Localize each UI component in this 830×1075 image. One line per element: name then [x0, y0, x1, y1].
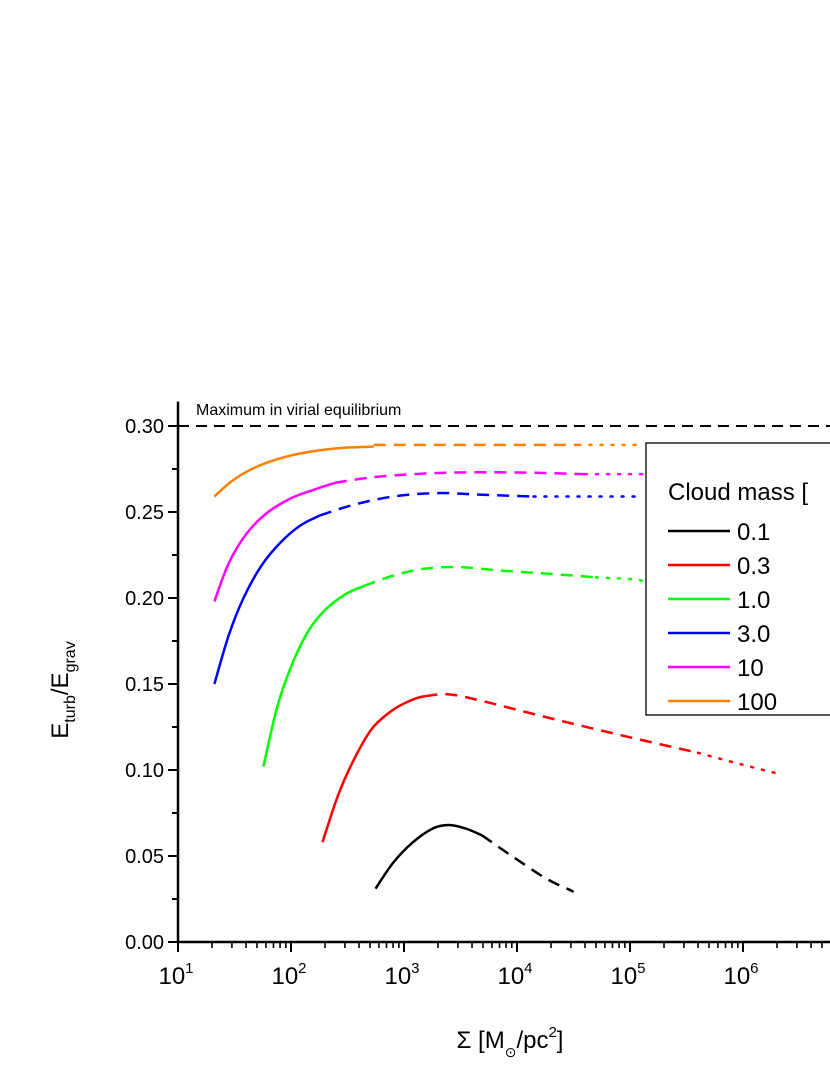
series-0.3: [321, 692, 779, 843]
series-100: [213, 443, 645, 498]
series-line-dashed: [481, 834, 572, 892]
x-axis-label: Σ [M⊙/pc2]: [457, 1024, 564, 1060]
reference-line-label: Maximum in virial equilibrium: [196, 402, 401, 419]
x-tick-label: 102: [271, 960, 306, 990]
legend-items: 0.1 0.3 1.0 3.0 10 100: [668, 519, 777, 716]
legend-item: 100: [668, 689, 777, 716]
curves-layer: [213, 443, 779, 897]
series-line-solid: [374, 823, 483, 890]
x-tick-label: 101: [158, 960, 193, 990]
x-tick-label: 106: [723, 960, 758, 990]
legend-label: 0.3: [737, 553, 770, 580]
series-line-dashed: [363, 565, 597, 588]
y-tick-label: 0.10: [125, 760, 164, 782]
y-tick-label: 0.00: [125, 932, 164, 954]
series-line-solid: [262, 584, 365, 767]
legend-label: 100: [737, 689, 777, 716]
y-tick-label: 0.30: [125, 416, 164, 438]
legend-label: 3.0: [737, 621, 770, 648]
y-axis-label: Eturb/Egrav: [47, 641, 79, 738]
y-tick-label: 0.15: [125, 674, 164, 696]
x-tick-label: 105: [610, 960, 645, 990]
y-tick-label: 0.25: [125, 502, 164, 524]
y-tick-label: 0.05: [125, 846, 164, 868]
y-tick-label: 0.20: [125, 588, 164, 610]
legend-label: 10: [737, 655, 764, 682]
series-line-solid: [213, 481, 336, 602]
series-line-dotted: [594, 576, 645, 583]
x-tick-label: 104: [497, 960, 532, 990]
axes-layer: 0.00 0.05 0.10 0.15 0.20 0.25 0.30 101 102 103 104…: [125, 401, 830, 990]
series-line-solid: [213, 445, 374, 498]
series-10: [213, 470, 645, 602]
legend-item: 0.1: [668, 519, 770, 546]
legend-item: 10: [668, 655, 764, 682]
legend-item: 1.0: [668, 587, 770, 614]
legend-label: 1.0: [737, 587, 770, 614]
series-1.0: [262, 565, 645, 767]
series-line-dashed: [425, 692, 699, 755]
legend-box: [645, 442, 830, 716]
legend-item: 0.3: [668, 553, 770, 580]
series-3.0: [213, 491, 645, 685]
legend-item: 3.0: [668, 621, 770, 648]
series-line-dotted: [696, 751, 779, 775]
series-line-dashed: [334, 470, 586, 484]
legend-label: 0.1: [737, 519, 770, 546]
series-0.1: [374, 823, 582, 897]
series-line-solid: [213, 514, 321, 685]
series-line-solid: [321, 694, 426, 843]
x-tick-label: 103: [384, 960, 419, 990]
legend: Cloud mass [ 0.1 0.3 1.0 3.0 10 100: [645, 442, 830, 716]
legend-title: Cloud mass [: [668, 479, 808, 506]
series-line-dotted: [569, 889, 582, 897]
series-line-dashed: [319, 491, 534, 517]
